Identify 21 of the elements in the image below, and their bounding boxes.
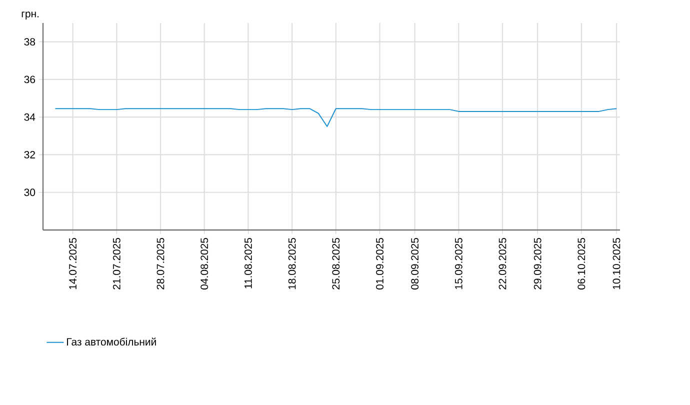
y-tick-label: 36	[24, 76, 36, 84]
x-tick-label: 18.08.2025	[288, 238, 296, 290]
x-tick-label: 21.07.2025	[112, 238, 120, 290]
y-tick-label: 30	[24, 188, 36, 196]
x-tick-label: 29.09.2025	[534, 238, 542, 290]
x-tick-label: 04.08.2025	[200, 238, 208, 290]
y-axis-title: грн.	[22, 12, 39, 20]
x-tick-label: 06.10.2025	[578, 238, 586, 290]
x-tick-label: 10.10.2025	[612, 238, 620, 290]
x-tick-label: 11.08.2025	[244, 238, 252, 288]
legend-label: Газ автомобільний	[67, 338, 156, 346]
y-tick-label: 32	[24, 151, 35, 158]
y-tick-label: 34	[24, 113, 36, 121]
y-tick-label: 38	[24, 38, 36, 46]
x-tick-label: 01.09.2025	[376, 238, 384, 290]
x-tick-label: 08.09.2025	[411, 238, 419, 290]
x-tick-label: 15.09.2025	[454, 238, 462, 290]
x-tick-label: 22.09.2025	[498, 238, 506, 290]
x-tick-label: 14.07.2025	[69, 238, 77, 290]
x-tick-label: 25.08.2025	[332, 238, 340, 290]
x-tick-label: 28.07.2025	[156, 238, 164, 290]
